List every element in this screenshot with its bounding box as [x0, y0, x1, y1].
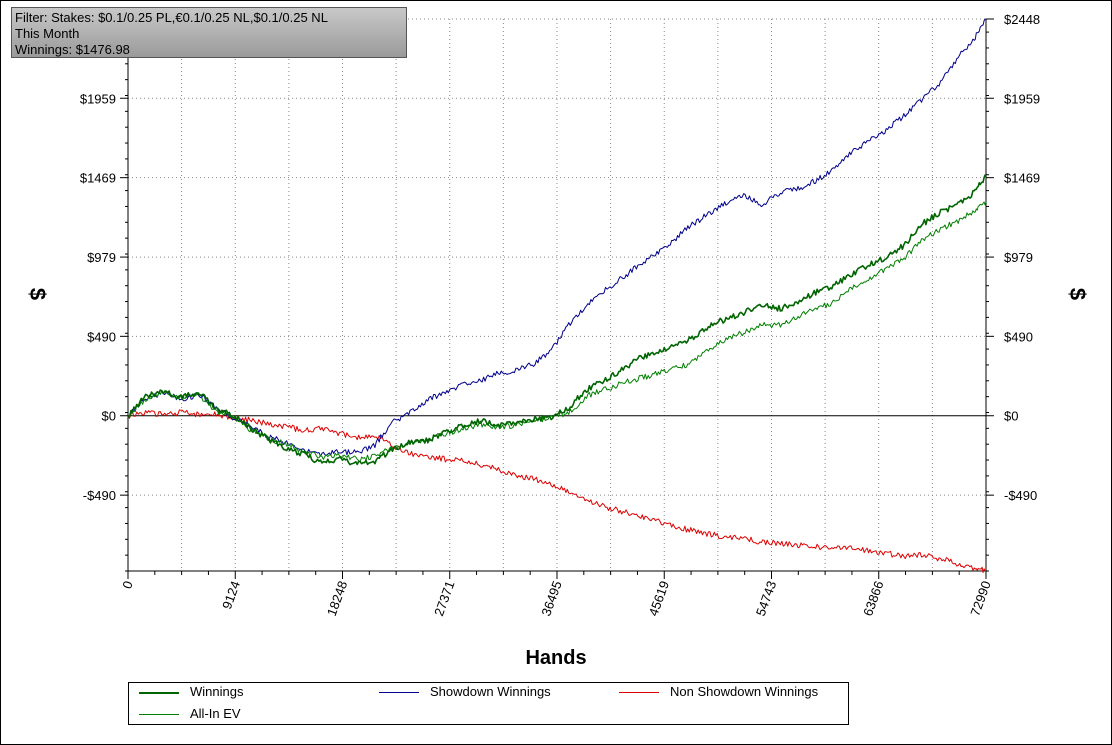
series-line-non-showdown-winnings	[127, 409, 987, 573]
filter-winnings-text: Winnings: $1476.98	[15, 42, 130, 57]
x-tick-label: 18248	[324, 579, 350, 618]
y-tick-label-right: $2448	[1004, 12, 1040, 27]
x-tick-label: 54743	[753, 579, 779, 618]
legend-label: Winnings	[190, 684, 244, 699]
y-tick-label-right: $0	[1004, 409, 1018, 424]
y-axis-title-left: $	[25, 288, 50, 300]
x-tick-label: 72990	[967, 579, 993, 618]
x-axis-title: Hands	[525, 647, 586, 669]
legend-label: Showdown Winnings	[430, 684, 551, 699]
y-tick-label-left: $0	[102, 409, 116, 424]
y-tick-label-left: -$490	[83, 488, 116, 503]
y-tick-label-right: $1959	[1004, 91, 1040, 106]
x-tick-label: 63866	[860, 579, 886, 618]
filter-period-text: This Month	[15, 26, 80, 41]
y-tick-label-left: $1959	[80, 91, 116, 106]
legend-label: Non Showdown Winnings	[670, 684, 819, 699]
y-tick-label-right: $490	[1004, 329, 1033, 344]
x-tick-label: 0	[119, 579, 136, 591]
legend-label: All-In EV	[190, 706, 241, 721]
x-tick-label: 36495	[538, 579, 564, 618]
x-tick-label: 45619	[646, 579, 672, 618]
legend-swatch	[379, 692, 419, 693]
y-tick-label-right: -$490	[1004, 488, 1037, 503]
x-tick-label: 27371	[431, 579, 457, 618]
x-tick-label: 9124	[219, 579, 243, 611]
series-line-showdown-winnings	[127, 18, 987, 457]
legend-swatch	[139, 714, 179, 715]
y-axis-title-right: $	[1065, 288, 1090, 300]
y-tick-label-right: $1469	[1004, 171, 1040, 186]
series-lines	[127, 18, 987, 573]
y-tick-label-left: $1469	[80, 171, 116, 186]
y-tick-label-right: $979	[1004, 250, 1033, 265]
tick-labels: $2448$2448$1959$1959$1469$1469$979$979$4…	[80, 12, 1040, 618]
axes	[120, 18, 994, 579]
y-tick-label-left: $979	[87, 250, 116, 265]
filter-stakes-text: Filter: Stakes: $0.1/0.25 PL,€0.1/0.25 N…	[15, 10, 328, 25]
grid-lines	[128, 18, 986, 571]
y-tick-label-left: $490	[87, 329, 116, 344]
filter-info-box: Filter: Stakes: $0.1/0.25 PL,€0.1/0.25 N…	[11, 7, 407, 58]
legend-swatch	[139, 692, 179, 694]
series-line-winnings	[127, 174, 987, 466]
legend-swatch	[619, 692, 659, 693]
chart-legend: Winnings Showdown Winnings Non Showdown Wi…	[128, 682, 849, 725]
